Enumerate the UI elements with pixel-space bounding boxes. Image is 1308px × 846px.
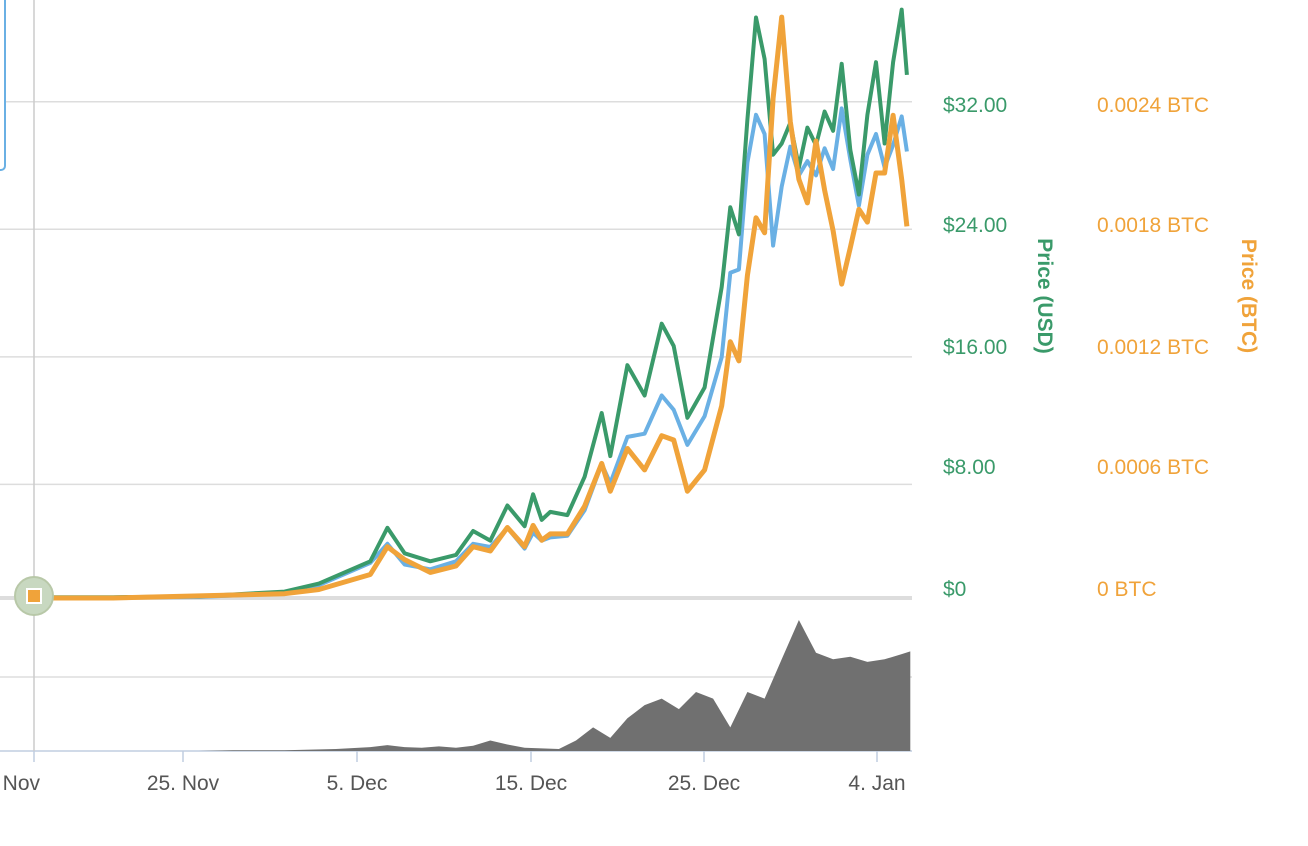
y-tick-label-btc: 0.0012 BTC [1097,336,1209,359]
x-tick-label: 25. Dec [668,772,740,795]
grid-lines [0,100,912,486]
x-tick-label: 5. Dec [327,772,388,795]
y-tick-label-btc: 0 BTC [1097,578,1157,601]
y-tick-label-btc: 0.0024 BTC [1097,94,1209,117]
x-tick-label: 4. Jan [848,772,905,795]
y-tick-label-usd: $24.00 [943,214,1007,237]
x-tick-label: 15. Nov [0,772,40,795]
y-axis-title-usd: Price (USD) [1033,238,1056,354]
y-tick-label-usd: $32.00 [943,94,1007,117]
hover-marker [26,588,42,604]
y-axis-title-btc: Price (BTC) [1237,239,1260,353]
y-tick-label-usd: $8.00 [943,456,996,479]
tooltip-box [0,0,6,171]
series-line-blue [27,106,909,600]
y-tick-label-usd: $0 [943,578,966,601]
series-line-btc [27,14,910,601]
x-tick-marks [33,751,878,762]
y-tick-label-usd: $16.00 [943,336,1007,359]
y-tick-label-btc: 0.0006 BTC [1097,456,1209,479]
x-tick-label: 15. Dec [495,772,567,795]
volume-area [27,620,911,751]
y-tick-label-btc: 0.0018 BTC [1097,214,1209,237]
x-tick-label: 25. Nov [147,772,220,795]
series-line-usd [27,7,909,600]
